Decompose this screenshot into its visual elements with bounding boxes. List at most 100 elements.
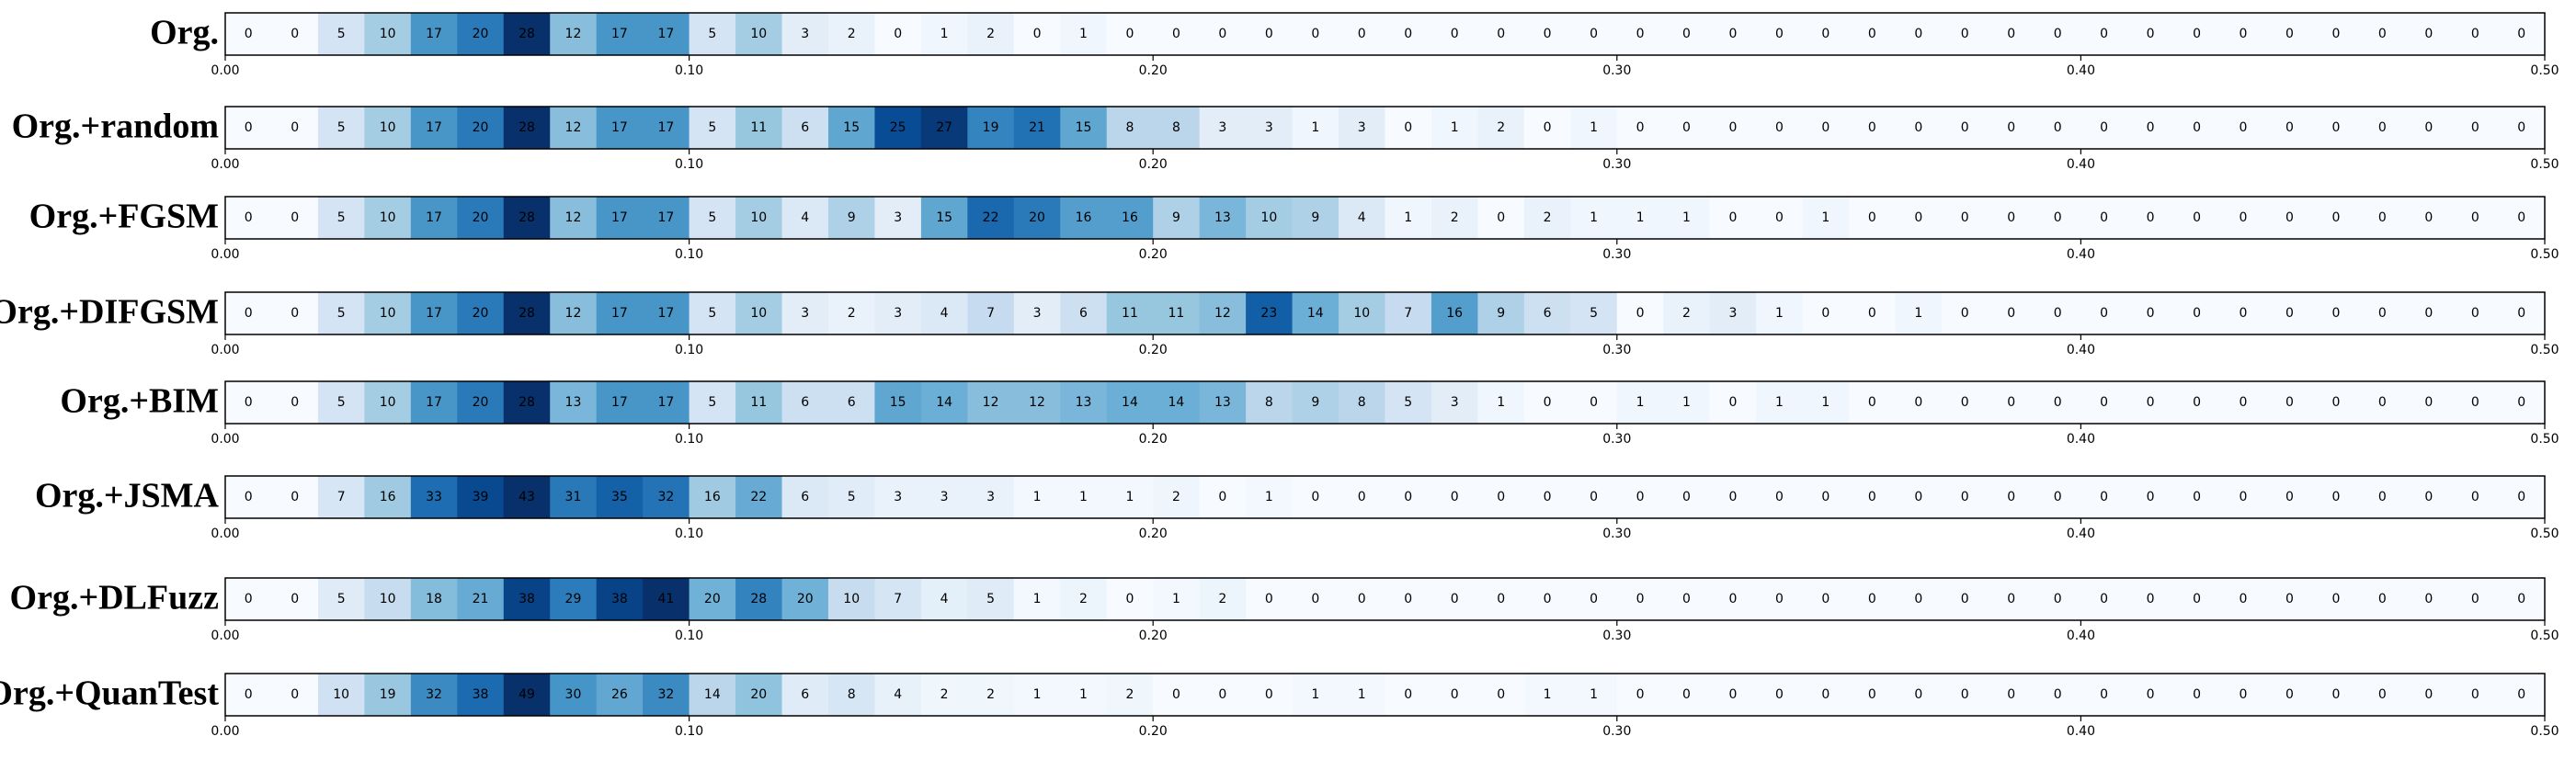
heatmap-cell bbox=[1339, 674, 1385, 716]
cell-value: 0 bbox=[1358, 27, 1366, 41]
cell-value: 0 bbox=[291, 306, 299, 321]
heatmap-cell bbox=[457, 381, 505, 424]
heatmap-cell bbox=[1570, 292, 1618, 334]
heatmap-cell bbox=[1292, 197, 1339, 239]
x-tick-label: 0.10 bbox=[675, 343, 703, 357]
heatmap-cell bbox=[1570, 674, 1618, 716]
heatmap-cell bbox=[920, 13, 968, 55]
heatmap-cell bbox=[1013, 674, 1061, 716]
heatmap-cell bbox=[1246, 197, 1294, 239]
cell-value: 0 bbox=[2147, 395, 2155, 410]
cell-value: 0 bbox=[2007, 490, 2015, 504]
cell-value: 0 bbox=[2054, 27, 2062, 41]
heatmap-cell bbox=[1430, 197, 1478, 239]
heatmap-cell bbox=[457, 578, 505, 620]
cell-value: 2 bbox=[1544, 210, 1552, 225]
cell-value: 28 bbox=[519, 395, 535, 410]
heatmap-cell bbox=[1292, 13, 1339, 55]
cell-value: 3 bbox=[801, 306, 809, 321]
heatmap-cell bbox=[550, 292, 598, 334]
heatmap-cell bbox=[967, 292, 1015, 334]
heatmap-cell bbox=[689, 107, 736, 149]
cell-value: 10 bbox=[380, 592, 396, 606]
heatmap-cell bbox=[1802, 476, 1850, 518]
heatmap-cell bbox=[781, 578, 829, 620]
heatmap-cell bbox=[1106, 578, 1154, 620]
cell-value: 0 bbox=[1821, 592, 1829, 606]
cell-value: 0 bbox=[245, 490, 253, 504]
heatmap-cell bbox=[2452, 476, 2500, 518]
strip-frame bbox=[224, 106, 2546, 150]
heatmap-cell bbox=[827, 107, 875, 149]
heatmap-cell bbox=[920, 476, 968, 518]
cell-value: 5 bbox=[708, 210, 716, 225]
cell-value: 8 bbox=[1265, 395, 1273, 410]
heatmap-cell bbox=[1570, 13, 1618, 55]
cell-value: 0 bbox=[1961, 592, 1969, 606]
x-tick-label: 0.50 bbox=[2530, 63, 2559, 78]
heatmap-cell bbox=[410, 578, 458, 620]
heatmap-cell bbox=[735, 578, 783, 620]
cell-value: 0 bbox=[1218, 490, 1226, 504]
cell-value: 1 bbox=[1033, 687, 1042, 702]
heatmap-cell bbox=[2034, 107, 2081, 149]
cell-value: 20 bbox=[750, 687, 767, 702]
x-tick-label: 0.00 bbox=[211, 432, 239, 447]
cell-value: 0 bbox=[1728, 592, 1737, 606]
cell-value: 26 bbox=[611, 687, 628, 702]
cell-value: 0 bbox=[1868, 395, 1876, 410]
heatmap-cell bbox=[2266, 381, 2314, 424]
cell-value: 30 bbox=[565, 687, 582, 702]
heatmap-cell bbox=[1199, 13, 1247, 55]
cell-value: 4 bbox=[940, 306, 949, 321]
heatmap-cell bbox=[781, 107, 829, 149]
heatmap-cell bbox=[874, 107, 922, 149]
cell-value: 0 bbox=[2100, 490, 2108, 504]
heatmap-cell bbox=[1292, 292, 1339, 334]
cell-value: 9 bbox=[1497, 306, 1505, 321]
heatmap-cell bbox=[2080, 13, 2128, 55]
heatmap-cell bbox=[1430, 107, 1478, 149]
cell-value: 0 bbox=[2517, 120, 2525, 135]
heatmap-cell bbox=[735, 197, 783, 239]
cell-value: 1 bbox=[1079, 687, 1088, 702]
heatmap-cell bbox=[967, 197, 1015, 239]
heatmap-cell bbox=[2452, 197, 2500, 239]
cell-value: 3 bbox=[894, 210, 902, 225]
cell-value: 17 bbox=[611, 27, 628, 41]
heatmap-cell bbox=[1199, 476, 1247, 518]
cell-value: 7 bbox=[986, 306, 995, 321]
heatmap-cell bbox=[2219, 381, 2267, 424]
cell-value: 0 bbox=[2240, 395, 2248, 410]
cell-value: 0 bbox=[1682, 687, 1691, 702]
cell-value: 0 bbox=[1868, 490, 1876, 504]
heatmap-cell bbox=[1013, 381, 1061, 424]
cell-value: 3 bbox=[1728, 306, 1737, 321]
cell-value: 43 bbox=[519, 490, 535, 504]
cell-value: 0 bbox=[2378, 592, 2387, 606]
cell-value: 10 bbox=[750, 27, 767, 41]
heatmap-cell bbox=[1060, 13, 1108, 55]
heatmap-cell bbox=[2219, 674, 2267, 716]
heatmap-cell bbox=[1709, 13, 1757, 55]
heatmap-cell bbox=[827, 13, 875, 55]
heatmap-cell bbox=[1385, 292, 1432, 334]
cell-value: 5 bbox=[337, 27, 346, 41]
cell-value: 0 bbox=[1914, 490, 1922, 504]
heatmap-cell bbox=[550, 674, 598, 716]
heatmap-cell bbox=[2405, 292, 2453, 334]
cell-value: 2 bbox=[940, 687, 949, 702]
heatmap-cell bbox=[2126, 197, 2174, 239]
heatmap-cell bbox=[457, 197, 505, 239]
heatmap-cell bbox=[1523, 197, 1571, 239]
cell-value: 0 bbox=[1544, 120, 1552, 135]
heatmap-cell bbox=[643, 13, 690, 55]
cell-value: 0 bbox=[1497, 592, 1505, 606]
cell-value: 0 bbox=[2054, 210, 2062, 225]
heatmap-cell bbox=[1942, 107, 1989, 149]
cell-value: 0 bbox=[2471, 490, 2479, 504]
cell-value: 32 bbox=[657, 687, 674, 702]
heatmap-cell bbox=[2405, 578, 2453, 620]
heatmap-cell bbox=[1153, 292, 1201, 334]
heatmap-cell bbox=[2173, 292, 2221, 334]
